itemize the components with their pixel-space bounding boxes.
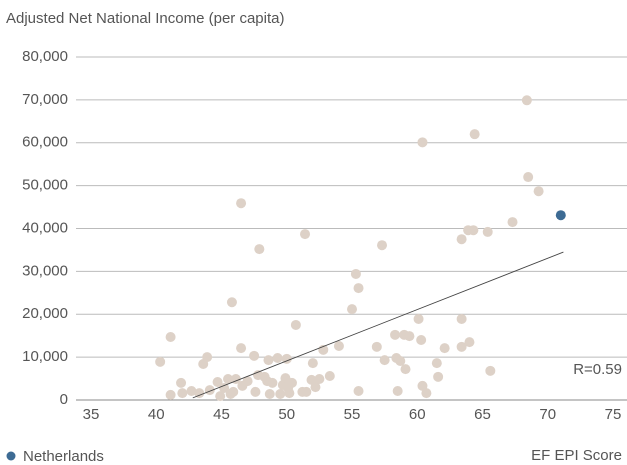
point	[202, 352, 213, 363]
x-axis-label: EF EPI Score	[531, 447, 622, 464]
point	[236, 343, 247, 354]
point	[284, 388, 295, 399]
x-tick-label: 35	[83, 406, 100, 423]
x-tick-label: 50	[278, 406, 295, 423]
point	[468, 225, 479, 236]
point	[250, 386, 261, 397]
point	[333, 340, 344, 351]
point	[186, 385, 197, 396]
point	[456, 313, 467, 324]
point	[314, 373, 325, 384]
x-tick-label: 55	[344, 406, 361, 423]
point	[165, 389, 176, 400]
x-tick-label: 70	[539, 406, 556, 423]
y-tick-label: 20,000	[22, 305, 68, 322]
point	[275, 388, 286, 399]
point	[421, 388, 432, 399]
point	[286, 377, 297, 388]
point	[281, 353, 292, 364]
point	[400, 364, 411, 375]
point	[464, 337, 475, 348]
point	[350, 268, 361, 279]
point	[469, 129, 480, 140]
point	[228, 386, 239, 397]
point	[249, 350, 260, 361]
point	[439, 343, 450, 354]
point	[404, 331, 415, 342]
point	[353, 385, 364, 396]
point	[521, 95, 532, 106]
point	[254, 244, 265, 255]
point	[377, 240, 388, 251]
x-tick-label: 40	[148, 406, 165, 423]
legend-label: Netherlands	[23, 448, 104, 465]
chart-title: Adjusted Net National Income (per capita…	[6, 10, 284, 27]
point	[433, 371, 444, 382]
point	[267, 377, 278, 388]
point	[371, 341, 382, 352]
y-tick-label: 30,000	[22, 262, 68, 279]
x-tick-label: 60	[409, 406, 426, 423]
y-tick-label: 50,000	[22, 177, 68, 194]
point	[212, 376, 223, 387]
point	[482, 226, 493, 237]
point	[507, 217, 518, 228]
point	[242, 376, 253, 387]
point	[456, 341, 467, 352]
point	[307, 358, 318, 369]
point	[416, 334, 427, 345]
y-tick-label: 10,000	[22, 348, 68, 365]
point	[290, 319, 301, 330]
trendline	[192, 251, 564, 399]
annotation: R=0.59	[573, 361, 622, 378]
point	[347, 304, 357, 315]
point	[177, 388, 188, 399]
y-tick-label: 70,000	[22, 91, 68, 108]
point	[379, 355, 390, 366]
point	[431, 358, 442, 369]
point	[310, 382, 321, 393]
point	[413, 313, 424, 324]
point	[395, 355, 406, 366]
point	[194, 388, 205, 399]
point	[263, 355, 274, 366]
point	[555, 210, 566, 221]
point	[155, 356, 166, 367]
point	[226, 297, 237, 308]
y-tick-label: 0	[60, 391, 68, 408]
point	[353, 283, 364, 294]
point	[165, 331, 176, 342]
y-tick-label: 60,000	[22, 134, 68, 151]
x-tick-label: 75	[605, 406, 622, 423]
point	[215, 391, 226, 402]
point	[272, 352, 283, 363]
point	[223, 373, 234, 384]
x-tick-label: 45	[213, 406, 230, 423]
point	[390, 329, 401, 340]
point	[300, 229, 311, 240]
point	[264, 388, 275, 399]
y-tick-label: 40,000	[22, 219, 68, 236]
point	[176, 377, 187, 388]
point	[523, 172, 534, 183]
point	[219, 382, 230, 393]
point	[485, 365, 496, 376]
point	[301, 386, 312, 397]
point	[456, 234, 467, 245]
x-tick-label: 65	[474, 406, 491, 423]
y-tick-label: 80,000	[22, 48, 68, 65]
point	[236, 198, 247, 209]
point	[533, 186, 544, 197]
legend-marker	[6, 451, 16, 461]
point	[324, 370, 335, 381]
point	[392, 385, 403, 396]
point	[417, 137, 428, 148]
